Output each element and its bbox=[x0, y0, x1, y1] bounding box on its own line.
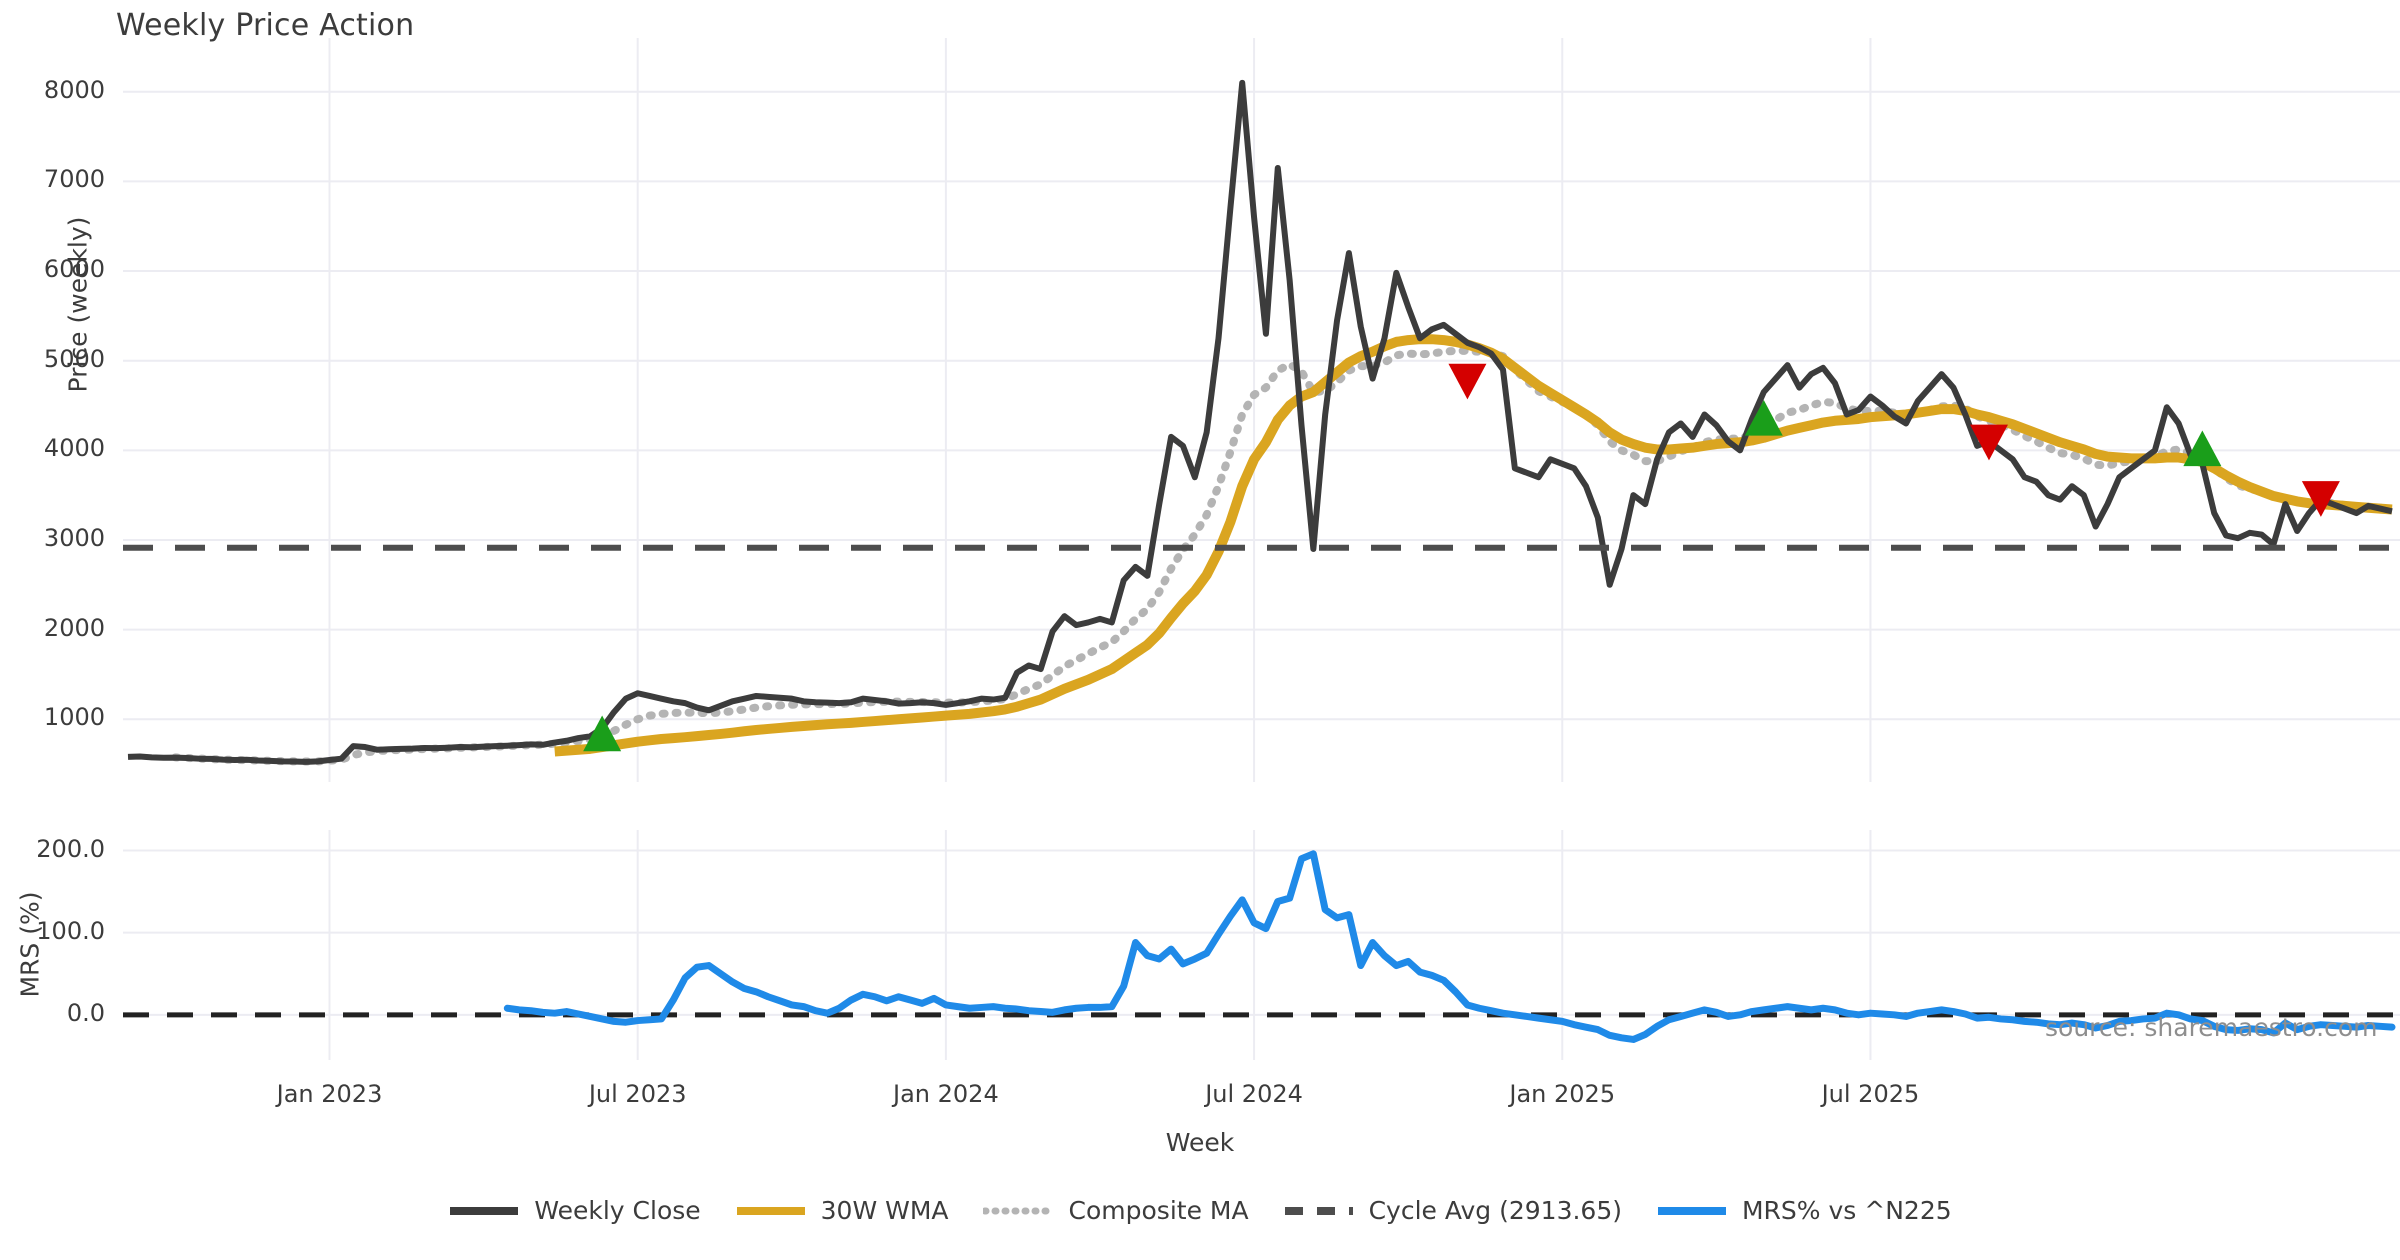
line-swatch-solid bbox=[450, 1206, 519, 1215]
legend-item[interactable]: Weekly Close bbox=[448, 1196, 701, 1225]
x-tick: Jan 2023 bbox=[276, 1080, 383, 1108]
x-tick: Jan 2025 bbox=[1509, 1080, 1616, 1108]
price-y-tick: 3000 bbox=[43, 523, 105, 552]
price-y-tick: 8000 bbox=[43, 75, 105, 104]
price-y-tick: 5000 bbox=[43, 344, 105, 373]
line-swatch-dotted bbox=[982, 1207, 1055, 1214]
buy-signal-marker bbox=[2183, 430, 2222, 467]
line-swatch-solid bbox=[736, 1206, 805, 1215]
x-axis-label: Week bbox=[1165, 1128, 1235, 1157]
price-y-tick: 6000 bbox=[43, 255, 105, 284]
legend-label: Weekly Close bbox=[534, 1196, 701, 1225]
legend-label: Composite MA bbox=[1068, 1196, 1249, 1225]
x-tick: Jan 2024 bbox=[893, 1080, 999, 1108]
x-tick: Jul 2023 bbox=[588, 1080, 687, 1108]
sell-signal-marker bbox=[1969, 424, 2008, 461]
price-y-tick: 7000 bbox=[43, 165, 105, 194]
legend-item[interactable]: 30W WMA bbox=[735, 1196, 949, 1225]
source-watermark: source: sharemaestro.com bbox=[2045, 1013, 2378, 1042]
series-mrs-vs-n225 bbox=[503, 850, 2396, 1043]
price-y-tick: 1000 bbox=[43, 703, 105, 732]
mrs-y-tick: 100.0 bbox=[36, 916, 105, 945]
x-tick: Jul 2024 bbox=[1205, 1080, 1303, 1108]
legend-label: 30W WMA bbox=[820, 1196, 949, 1225]
buy-signal-marker bbox=[583, 715, 622, 752]
line-swatch-dashed bbox=[1284, 1206, 1353, 1215]
signal-markers bbox=[583, 363, 2340, 752]
mrs-y-tick: 0.0 bbox=[66, 998, 105, 1027]
sell-signal-marker bbox=[2301, 481, 2340, 517]
legend-label: Cycle Avg (2913.65) bbox=[1368, 1196, 1622, 1225]
series-composite-ma bbox=[171, 346, 2396, 766]
legend-item[interactable]: Composite MA bbox=[982, 1196, 1249, 1225]
page-title: Weekly Price Action bbox=[116, 8, 415, 43]
legend-item[interactable]: MRS% vs ^N225 bbox=[1656, 1196, 1952, 1225]
mrs-y-tick: 200.0 bbox=[36, 834, 105, 863]
price-y-tick: 2000 bbox=[43, 613, 105, 642]
line-swatch-solid bbox=[1657, 1206, 1726, 1215]
mrs-panel-series bbox=[123, 850, 2400, 1043]
price-y-tick: 4000 bbox=[43, 434, 105, 463]
sell-signal-marker bbox=[1448, 363, 1487, 400]
legend-label: MRS% vs ^N225 bbox=[1741, 1196, 1952, 1225]
gridlines bbox=[123, 38, 2400, 1060]
series-weekly-close bbox=[127, 79, 2393, 765]
chart-legend: Weekly Close 30W WMA Composite MA Cycle Avg… bbox=[0, 1196, 2400, 1225]
x-tick: Jul 2025 bbox=[1821, 1080, 1920, 1108]
buy-signal-marker bbox=[1744, 399, 1783, 436]
legend-item[interactable]: Cycle Avg (2913.65) bbox=[1283, 1196, 1622, 1225]
price-panel-series bbox=[123, 79, 2400, 766]
